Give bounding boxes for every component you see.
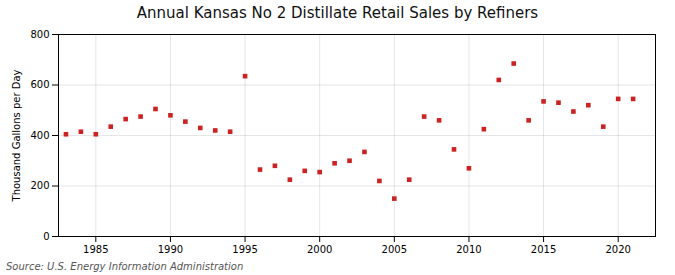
svg-text:2020: 2020 xyxy=(605,244,630,255)
svg-text:400: 400 xyxy=(30,130,49,141)
svg-text:2010: 2010 xyxy=(456,244,481,255)
svg-text:800: 800 xyxy=(30,29,49,40)
svg-text:200: 200 xyxy=(30,180,49,191)
svg-text:1995: 1995 xyxy=(232,244,257,255)
svg-text:600: 600 xyxy=(30,79,49,90)
svg-text:2005: 2005 xyxy=(382,244,407,255)
html-text:Annual Kansas No 2 Distillate: Annual Kansas No 2 Distillate Retail Sal… xyxy=(136,4,539,22)
svg-text:2000: 2000 xyxy=(307,244,332,255)
svg-text:2015: 2015 xyxy=(531,244,556,255)
svg-text:0: 0 xyxy=(43,231,49,242)
svg-text:Thousand Gallons per Day: Thousand Gallons per Day xyxy=(11,69,22,202)
svg-text:1985: 1985 xyxy=(83,244,108,255)
html-text:Source: U.S. Energy Informatio: Source: U.S. Energy Information Administ… xyxy=(6,261,244,272)
svg-text:1990: 1990 xyxy=(158,244,183,255)
